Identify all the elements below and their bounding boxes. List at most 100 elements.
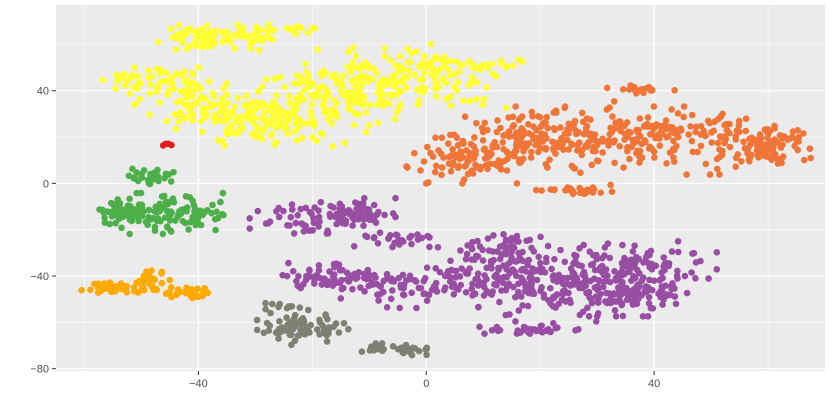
data-point — [306, 272, 313, 280]
data-point — [126, 90, 134, 98]
data-point — [416, 76, 424, 83]
data-point — [351, 82, 359, 89]
data-point — [101, 219, 109, 226]
data-point — [189, 294, 196, 302]
data-point — [557, 246, 564, 254]
data-point — [433, 288, 441, 295]
data-point — [538, 284, 545, 291]
data-point — [190, 70, 197, 77]
data-point — [424, 232, 432, 240]
data-point — [200, 104, 207, 111]
data-point — [237, 119, 244, 126]
data-point — [223, 91, 231, 98]
data-point — [154, 166, 161, 174]
data-point — [685, 131, 692, 138]
data-point — [480, 292, 488, 299]
data-point — [531, 267, 539, 275]
data-point — [291, 111, 298, 119]
data-point — [284, 222, 291, 229]
data-point — [301, 331, 309, 338]
data-point — [123, 282, 131, 290]
data-point — [253, 123, 261, 130]
data-point — [116, 202, 123, 209]
data-point — [194, 293, 202, 301]
data-point — [319, 322, 326, 329]
data-point — [479, 137, 487, 144]
data-point — [528, 290, 535, 297]
data-point — [543, 258, 550, 266]
data-point — [578, 151, 586, 159]
data-point — [311, 280, 318, 287]
data-point — [199, 288, 207, 295]
data-point — [742, 115, 750, 122]
data-point — [587, 261, 595, 269]
data-point — [619, 290, 626, 297]
data-point — [358, 348, 366, 356]
data-point — [332, 320, 340, 327]
x-axis: −40 0 40 — [189, 371, 660, 390]
data-point — [671, 293, 679, 300]
data-point — [168, 209, 175, 216]
data-point — [721, 133, 729, 140]
data-point — [442, 272, 450, 280]
data-point — [558, 135, 565, 142]
data-point — [689, 148, 697, 156]
data-point — [515, 307, 523, 314]
data-point — [283, 124, 290, 132]
data-point — [469, 280, 476, 288]
data-point — [446, 72, 454, 79]
data-point — [376, 229, 384, 236]
data-point — [297, 284, 305, 292]
data-point — [594, 157, 602, 165]
data-point — [528, 244, 535, 252]
data-point — [484, 235, 492, 242]
data-point — [559, 288, 567, 295]
data-point — [255, 46, 263, 54]
data-point — [591, 266, 599, 274]
data-point — [800, 156, 808, 164]
data-point — [726, 143, 734, 151]
data-point — [333, 80, 341, 87]
data-point — [220, 85, 227, 92]
data-point — [565, 146, 572, 153]
data-point — [732, 136, 740, 143]
data-point — [551, 255, 558, 263]
data-point — [360, 93, 368, 101]
data-point — [524, 302, 532, 310]
data-point — [308, 101, 316, 108]
data-point — [182, 193, 190, 200]
data-point — [285, 259, 292, 267]
data-point — [658, 286, 666, 293]
data-point — [387, 295, 395, 303]
data-point — [480, 95, 488, 103]
data-point — [713, 155, 721, 163]
data-point — [626, 264, 633, 272]
data-point — [224, 99, 231, 107]
data-point — [174, 31, 181, 38]
data-point — [592, 147, 599, 155]
data-point — [409, 344, 417, 352]
data-point — [683, 289, 691, 297]
data-point — [462, 255, 470, 263]
data-point — [201, 208, 209, 215]
data-point — [473, 95, 480, 103]
data-point — [397, 88, 405, 95]
data-point — [621, 270, 629, 278]
data-point — [275, 335, 282, 342]
data-point — [240, 25, 247, 32]
data-point — [413, 304, 420, 312]
data-point — [593, 140, 601, 148]
data-point — [770, 139, 777, 146]
data-point — [572, 327, 579, 334]
data-point — [468, 60, 475, 68]
data-point — [283, 118, 290, 126]
data-point — [673, 272, 681, 280]
data-point — [665, 133, 672, 140]
data-point — [645, 145, 653, 152]
data-point — [452, 267, 460, 275]
data-point — [644, 313, 652, 320]
data-point — [366, 64, 373, 71]
data-point — [705, 275, 712, 282]
data-point — [348, 272, 355, 280]
data-point — [611, 307, 619, 314]
